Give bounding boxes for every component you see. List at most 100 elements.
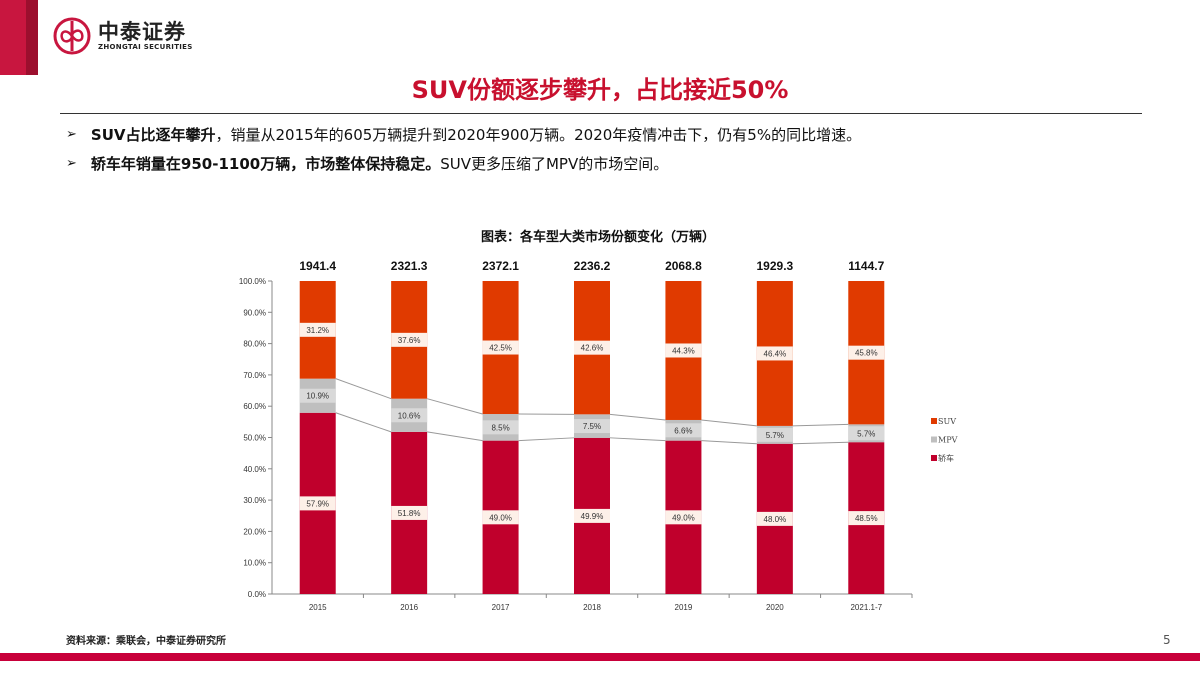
x-tick-label: 2015 [309,603,327,612]
x-tick-label: 2021.1-7 [850,603,882,612]
data-label-bg [756,427,793,442]
series-connector [792,423,849,427]
data-label-bg [391,332,428,347]
series-connector [427,398,483,415]
legend-swatch [931,436,937,443]
data-label: 10.6% [398,411,421,420]
page-number: 5 [1163,633,1171,647]
data-label-bg [665,423,702,438]
bullet-1-text: ，销量从2015年的605万辆提升到2020年900万辆。2020年疫情冲击下，… [215,126,862,144]
data-label: 5.7% [857,429,875,438]
data-label: 49.0% [489,513,512,522]
corner-accent-dark [26,0,38,75]
data-label-bg [848,426,885,441]
data-label: 44.3% [672,346,695,355]
y-tick-label: 60.0% [243,402,266,411]
y-tick-label: 50.0% [243,434,266,443]
bullet-2-bold: 轿车年销量在950-1100万辆，市场整体保持稳定。 [90,155,441,173]
data-label: 10.9% [306,392,329,401]
legend-label: 轿车 [938,453,954,463]
data-label: 45.8% [855,349,878,358]
data-label-bg [756,346,793,361]
x-tick-label: 2020 [766,603,784,612]
data-label: 48.5% [855,514,878,523]
series-connector [427,431,483,442]
slide-title: SUV份额逐步攀升，占比接近50% [411,76,789,104]
arrow-bullet-icon: ➢ [66,156,77,171]
data-label: 6.6% [674,426,692,435]
bullet-2-text: SUV更多压缩了MPV的市场空间。 [440,155,669,173]
data-label: 42.6% [581,344,604,353]
total-label: 1941.4 [299,259,336,273]
corner-accent [0,0,26,75]
data-label-bg [482,420,519,435]
y-tick-label: 40.0% [243,465,266,474]
data-label: 37.6% [398,336,421,345]
data-label-bg [574,340,610,355]
logo-text-en: ZHONGTAI SECURITIES [98,43,193,51]
total-label: 2068.8 [665,259,702,273]
series-connector [792,441,849,445]
data-label: 48.0% [764,515,787,524]
data-label: 46.4% [764,349,787,358]
bullet-2: ➢ 轿车年销量在950-1100万辆，市场整体保持稳定。 SUV更多压缩了MPV的… [66,153,668,174]
total-label: 1144.7 [848,259,884,273]
total-label: 2321.3 [391,259,428,273]
y-tick-label: 30.0% [243,496,266,505]
y-tick-label: 100.0% [239,277,266,286]
data-label-bg [756,511,793,526]
legend-swatch [931,418,937,424]
data-label: 49.0% [672,513,695,522]
y-tick-label: 90.0% [243,308,266,317]
x-tick-label: 2019 [675,603,693,612]
data-label: 49.9% [581,512,604,521]
total-label: 1929.3 [757,259,794,273]
footer-bar [0,653,1200,661]
logo-icon [53,17,91,55]
total-label: 2236.2 [574,259,611,273]
data-label: 42.5% [489,344,512,353]
data-label: 8.5% [491,423,509,432]
data-label-bg [299,388,336,403]
x-tick-label: 2018 [583,603,601,612]
data-label: 51.8% [398,509,421,518]
data-label-bg [574,508,610,523]
series-connector [701,419,757,427]
data-label-bg [574,419,610,434]
y-tick-label: 70.0% [243,371,266,380]
data-label: 57.9% [306,499,329,508]
data-label-bg [482,510,519,525]
data-label-bg [391,408,428,423]
chart-title: 图表：各车型大类市场份额变化（万辆） [481,229,715,245]
y-tick-label: 80.0% [243,340,266,349]
data-label-bg [299,496,336,511]
series-connector [701,440,757,445]
series-connector [335,378,392,400]
total-label: 2372.1 [482,259,519,273]
series-connector [335,412,392,433]
data-label-bg [848,511,885,526]
data-label-bg [665,343,702,358]
data-label: 7.5% [583,422,601,431]
bullet-1: ➢ SUV占比逐年攀升 ，销量从2015年的605万辆提升到2020年900万辆。… [66,124,861,145]
x-tick-label: 2016 [400,603,418,612]
logo-text-cn: 中泰证券 [98,20,186,44]
data-label: 31.2% [306,326,329,335]
x-tick-label: 2017 [492,603,510,612]
series-connector [609,413,666,421]
y-tick-label: 20.0% [243,527,266,536]
data-label-bg [482,340,519,355]
y-tick-label: 0.0% [248,590,266,599]
legend-swatch [931,455,937,461]
series-connector [609,437,666,442]
legend-label: MPV [938,436,958,445]
data-label: 5.7% [766,431,784,440]
legend-label: SUV [938,417,956,426]
data-label-bg [665,510,702,525]
bullet-1-bold: SUV占比逐年攀升 [90,126,216,144]
title-divider [60,113,1142,114]
y-tick-label: 10.0% [243,559,266,568]
data-label-bg [299,322,336,337]
data-label-bg [848,345,885,360]
